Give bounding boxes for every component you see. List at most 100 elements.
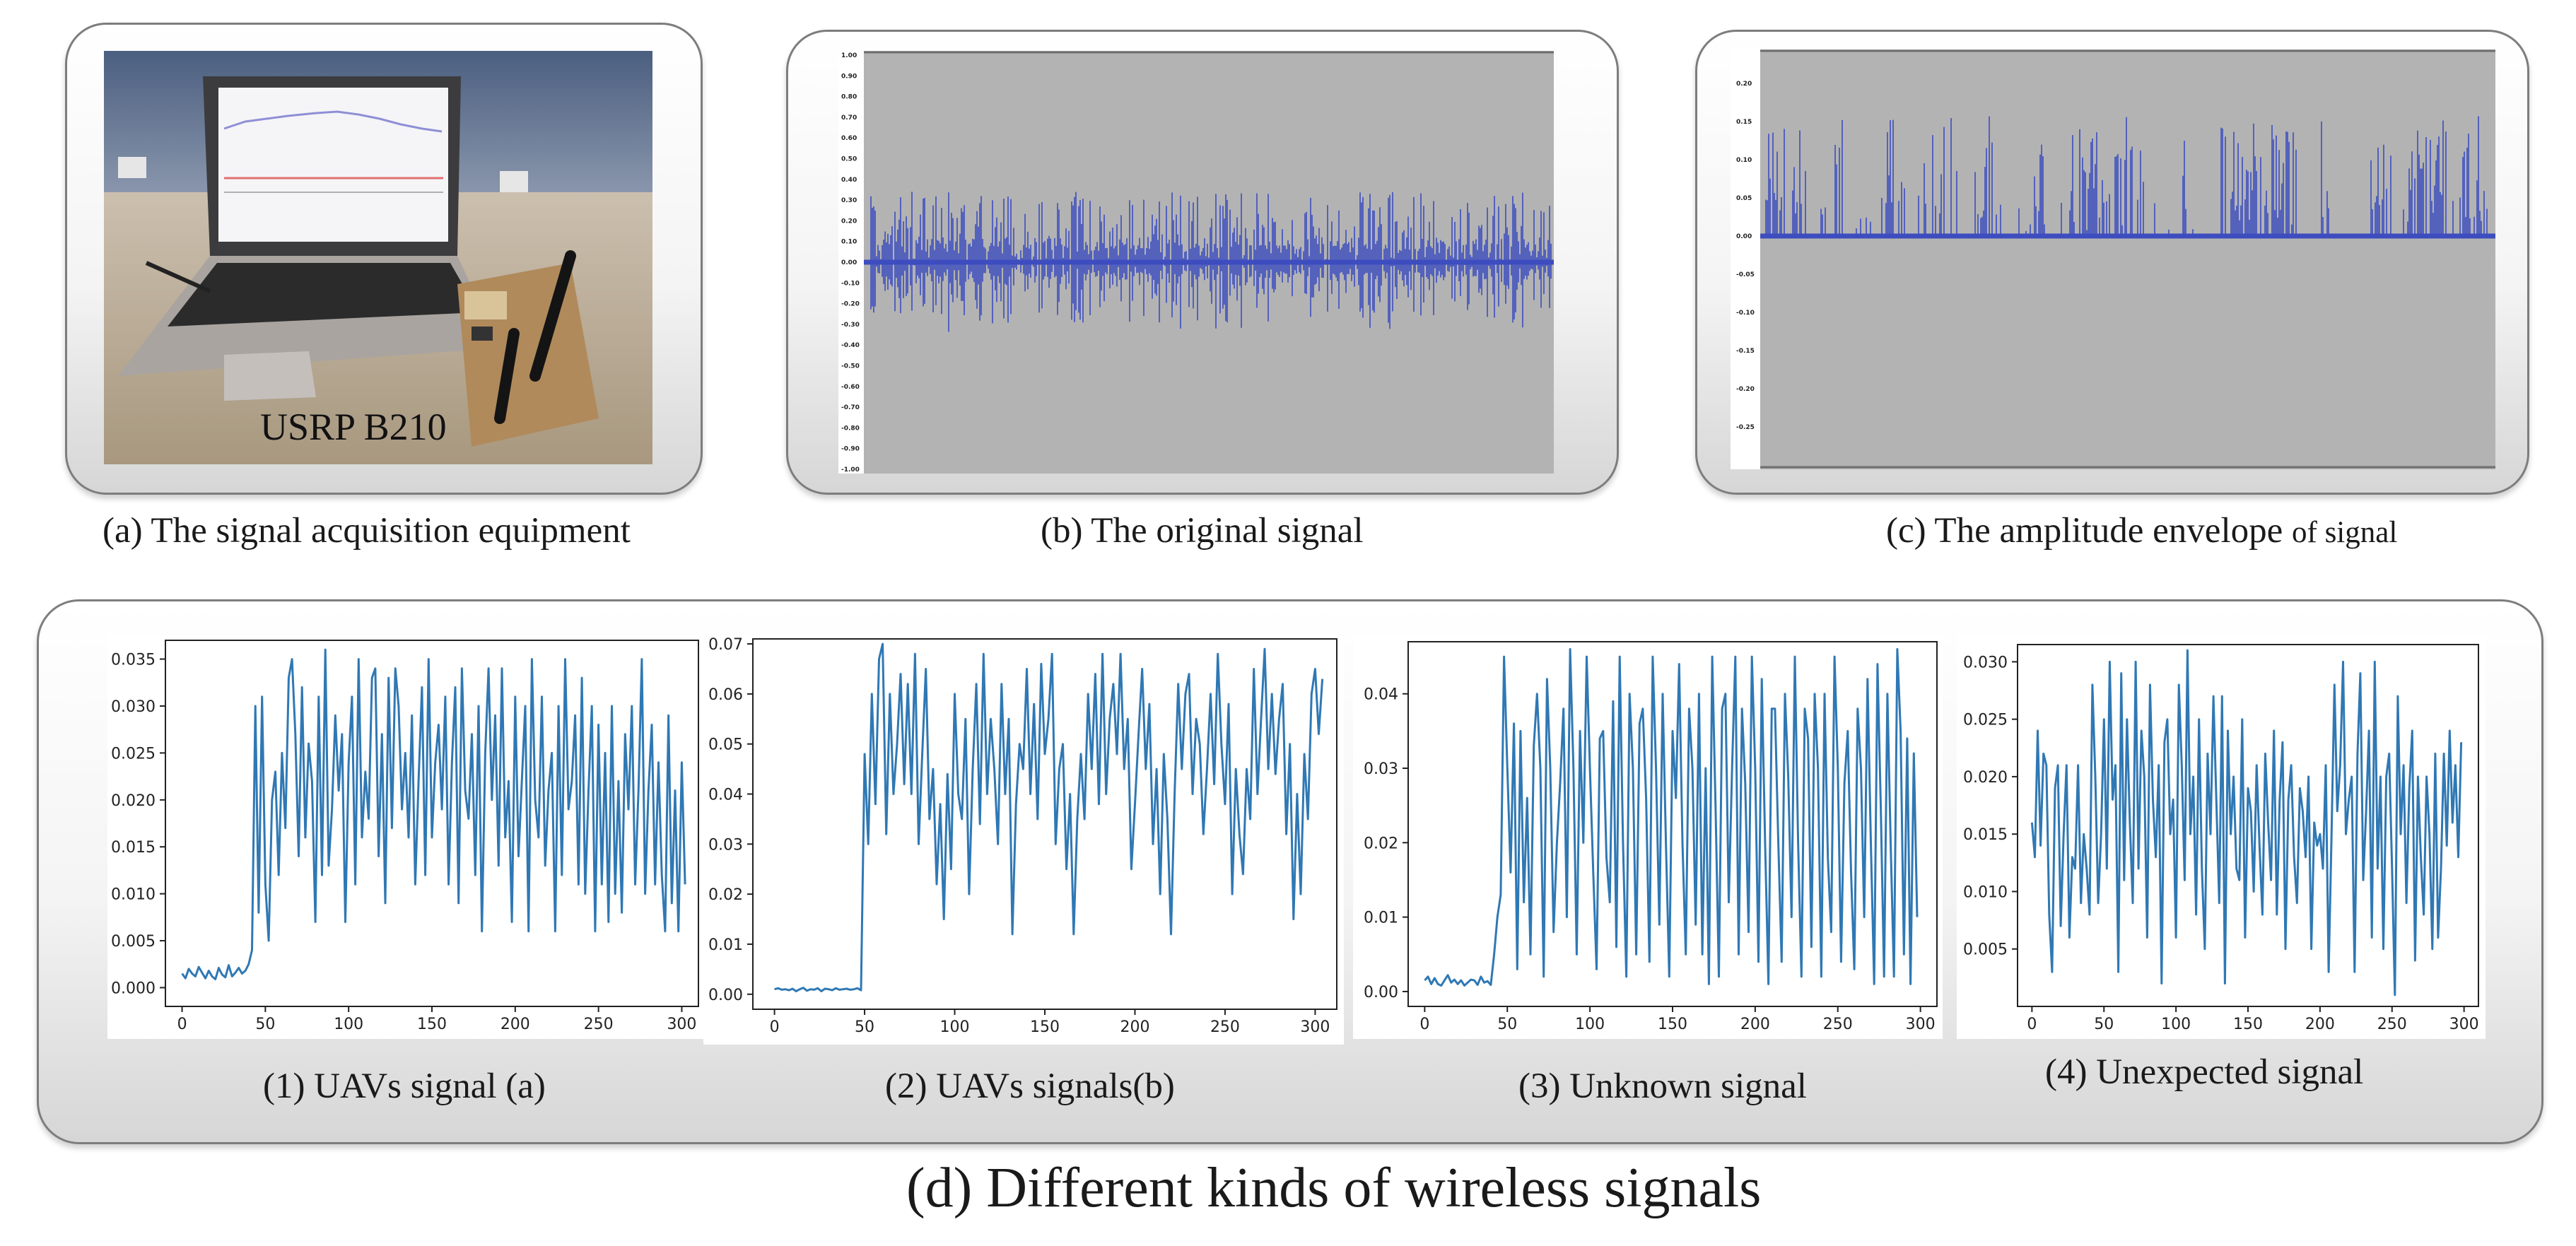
series-line xyxy=(1424,648,1919,987)
caption-b: (b) The original signal xyxy=(1041,511,1364,551)
y-tick-label: -0.20 xyxy=(1736,386,1755,393)
y-tick-label: -0.10 xyxy=(841,280,860,287)
y-tick-label: 0.01 xyxy=(1364,910,1398,927)
y-tick-label: 0.02 xyxy=(708,886,743,904)
x-tick-label: 250 xyxy=(2377,1016,2407,1033)
y-tick-label: 0.80 xyxy=(841,94,857,101)
y-tick-label: 0.015 xyxy=(1963,826,2008,844)
x-tick-label: 100 xyxy=(940,1018,970,1036)
y-tick-label: -0.25 xyxy=(1736,424,1755,431)
x-tick-label: 300 xyxy=(2449,1016,2479,1033)
y-tick-label: -0.70 xyxy=(841,404,860,411)
y-tick-label: 0.000 xyxy=(111,980,156,997)
y-tick-label: -0.60 xyxy=(841,384,860,391)
y-tick-label: 0.010 xyxy=(111,886,156,904)
x-tick-label: 250 xyxy=(584,1016,614,1033)
series-line xyxy=(2030,649,2463,997)
y-tick-label: -1.00 xyxy=(841,466,860,474)
y-tick-label: 0.90 xyxy=(841,73,857,80)
y-tick-label: 0.030 xyxy=(1963,654,2008,671)
x-tick-label: 0 xyxy=(1419,1016,1429,1033)
x-tick-label: 0 xyxy=(177,1016,187,1033)
x-tick-label: 200 xyxy=(500,1016,530,1033)
plot-area xyxy=(1760,49,2495,469)
y-tick-label: 0.03 xyxy=(708,836,743,854)
photo-label: USRP B210 xyxy=(260,406,447,448)
x-tick-label: 300 xyxy=(1300,1018,1330,1036)
usrp-device xyxy=(457,263,599,447)
x-tick-label: 50 xyxy=(2094,1016,2114,1033)
y-tick-label: 0.020 xyxy=(1963,769,2008,787)
y-tick-label: 0.00 xyxy=(1736,233,1752,240)
y-tick-label: 0.025 xyxy=(111,745,156,763)
y-tick-label: 0.020 xyxy=(111,792,156,810)
caption-d2: (2) UAVs signals(b) xyxy=(885,1066,1175,1106)
y-tick-label: 0.10 xyxy=(1736,157,1752,164)
caption-c: (c) The amplitude envelope of signal xyxy=(1886,510,2397,551)
y-tick-label: -0.30 xyxy=(841,322,860,329)
y-tick-label: 0.005 xyxy=(1963,941,2008,959)
antenna-icon xyxy=(494,250,576,424)
caption-a: (a) The signal acquisition equipment xyxy=(103,511,631,551)
x-tick-label: 50 xyxy=(255,1016,275,1033)
y-tick-label: 0.025 xyxy=(1963,712,2008,729)
y-tick-label: 0.04 xyxy=(1364,686,1398,704)
y-tick-label: -0.05 xyxy=(1736,271,1755,278)
x-tick-label: 200 xyxy=(1120,1018,1149,1036)
caption-d3: (3) Unknown signal xyxy=(1518,1066,1807,1106)
y-tick-label: 0.15 xyxy=(1736,119,1752,126)
chart-uav-signal-a: 0 50 100 150 200 250 300 0.000 0.005 0.010 0.015 0.… xyxy=(107,635,706,1039)
chart-background xyxy=(703,635,1344,1045)
x-tick-label: 250 xyxy=(1210,1018,1240,1036)
y-tick-label: 1.00 xyxy=(841,52,857,59)
y-tick-label: 0.20 xyxy=(841,218,857,225)
y-tick-label: 0.00 xyxy=(708,987,743,1004)
chart-unexpected-signal: 0 50 100 150 200 250 300 0.005 0.010 0.015 0.020 0.… xyxy=(1957,635,2486,1039)
y-tick-label: 0.05 xyxy=(1736,195,1752,202)
y-tick-label: 0.40 xyxy=(841,177,857,184)
y-tick-label: 0.02 xyxy=(1364,835,1398,852)
x-tick-label: 250 xyxy=(1823,1016,1853,1033)
y-tick-label: 0.030 xyxy=(111,698,156,716)
y-tick-label: 0.04 xyxy=(708,787,743,804)
y-tick-label: 0.06 xyxy=(708,686,743,704)
y-tick-label: 0.035 xyxy=(111,652,156,669)
y-tick-label: 0.50 xyxy=(841,156,857,163)
y-tick-label: -0.20 xyxy=(841,301,860,308)
y-tick-label: -0.50 xyxy=(841,363,860,370)
y-tick-label: -0.15 xyxy=(1736,348,1755,355)
x-tick-label: 100 xyxy=(334,1016,363,1033)
x-tick-label: 50 xyxy=(855,1018,874,1036)
laptop xyxy=(118,76,500,401)
caption-c-small: of signal xyxy=(2292,516,2398,549)
series-line xyxy=(181,648,686,980)
x-tick-label: 150 xyxy=(2233,1016,2263,1033)
y-tick-label: 0.010 xyxy=(1963,883,2008,901)
y-tick-label: -0.90 xyxy=(841,446,860,453)
caption-d1: (1) UAVs signal (a) xyxy=(263,1066,546,1106)
y-tick-label: 0.30 xyxy=(841,197,857,204)
caption-d4: (4) Unexpected signal xyxy=(2045,1052,2364,1092)
x-tick-label: 0 xyxy=(770,1018,780,1036)
original-signal-plot: 1.00 0.90 0.80 0.70 0.60 0.50 0.40 0.30 0.20 0.10… xyxy=(838,51,1554,474)
y-tick-label: 0.60 xyxy=(841,135,857,142)
y-tick-label: -0.40 xyxy=(841,342,860,349)
x-tick-label: 200 xyxy=(2305,1016,2335,1033)
chart-uav-signals-b: 0 50 100 150 200 250 300 0.00 0.01 0.02 0.03 0.04 0.… xyxy=(703,635,1344,1045)
x-tick-label: 200 xyxy=(1740,1016,1770,1033)
y-tick-label: 0.70 xyxy=(841,114,857,122)
x-tick-label: 150 xyxy=(417,1016,447,1033)
y-tick-label: 0.005 xyxy=(111,933,156,951)
envelope-trace xyxy=(1765,116,2488,236)
y-tick-label: 0.01 xyxy=(708,936,743,954)
x-tick-label: 300 xyxy=(1906,1016,1936,1033)
x-tick-label: 100 xyxy=(1575,1016,1605,1033)
x-tick-label: 150 xyxy=(1658,1016,1687,1033)
y-tick-label: 0.00 xyxy=(1364,984,1398,1001)
x-tick-label: 100 xyxy=(2161,1016,2191,1033)
chart-unknown-signal: 0 50 100 150 200 250 300 0.00 0.01 0.02 0.03 0.04 xyxy=(1353,635,1943,1039)
equipment-photo xyxy=(104,51,652,464)
y-tick-label: -0.10 xyxy=(1736,310,1755,317)
y-tick-label: -0.80 xyxy=(841,425,860,432)
x-tick-label: 50 xyxy=(1497,1016,1517,1033)
